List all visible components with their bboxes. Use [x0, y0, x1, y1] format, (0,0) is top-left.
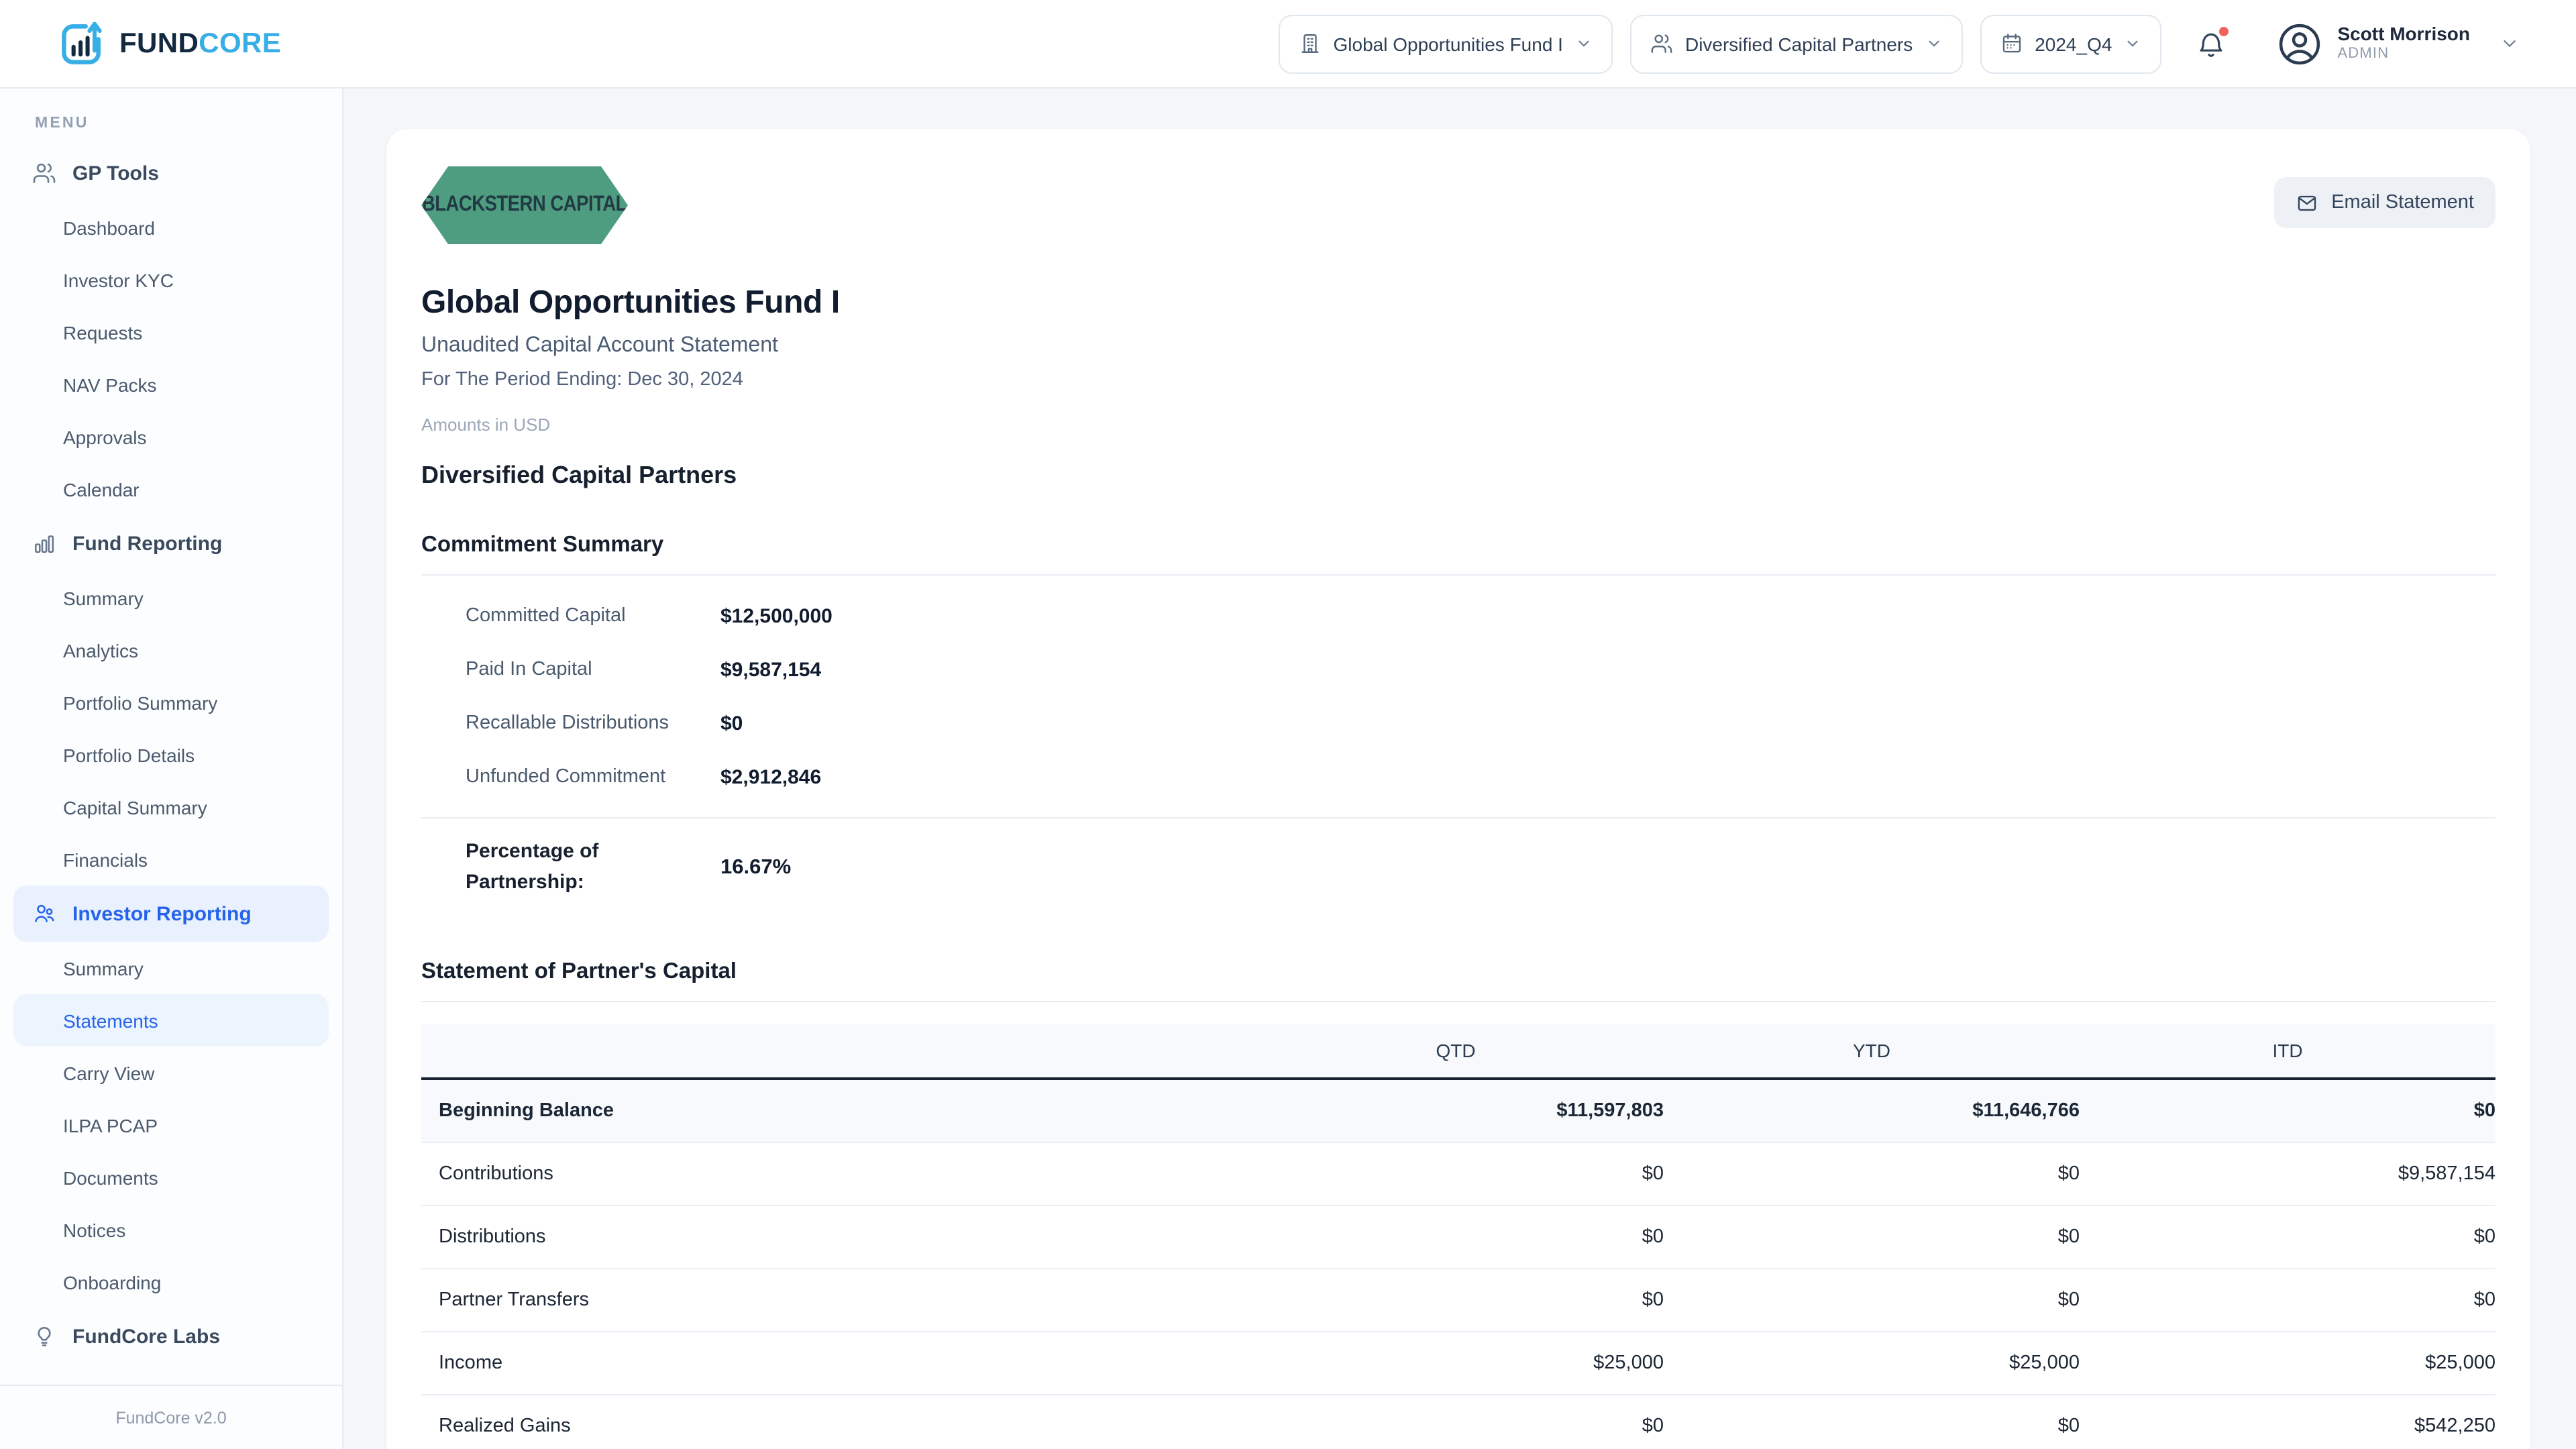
column-header-qtd: QTD	[1248, 1024, 1664, 1080]
top-controls: Global Opportunities Fund I Diversified …	[1278, 14, 2520, 73]
partner-selector[interactable]: Diversified Capital Partners	[1629, 14, 1963, 73]
sidebar-item-investor-kyc[interactable]: Investor KYC	[63, 269, 174, 290]
sidebar-item-requests[interactable]: Requests	[63, 321, 143, 343]
main-area: BLACKSTERN CAPITAL Email Statement Globa…	[343, 89, 2576, 1449]
notification-badge	[2218, 25, 2231, 37]
envelope-icon	[2295, 191, 2318, 214]
top-bar: FUNDCORE Global Opportunities Fund I	[0, 0, 2576, 89]
user-avatar-icon	[2275, 19, 2324, 68]
fundcore-wordmark: FUNDCORE	[119, 28, 282, 58]
percentage-label: Percentage of Partnership:	[466, 840, 599, 893]
period-ending: For The Period Ending: Dec 30, 2024	[421, 369, 743, 390]
sidebar-section-investor-reporting[interactable]: Investor Reporting	[13, 885, 329, 942]
sidebar-section-gp-tools[interactable]: GP Tools	[13, 145, 329, 201]
capital-statement-title: Statement of Partner's Capital	[421, 959, 737, 983]
table-row-partner-transfers: Partner Transfers $0 $0 $0	[421, 1269, 2496, 1332]
column-header-blank	[421, 1024, 1248, 1080]
users-2-icon	[32, 902, 56, 926]
user-meta: Scott Morrison ADMIN	[2337, 23, 2470, 65]
sidebar-item-analytics[interactable]: Analytics	[63, 639, 139, 661]
chevron-down-icon	[2124, 35, 2141, 52]
fundcore-logo-icon	[56, 18, 107, 69]
table-row-contributions: Contributions $0 $0 $9,587,154	[421, 1142, 2496, 1206]
sidebar-item-capital-summary[interactable]: Capital Summary	[63, 796, 207, 818]
email-statement-button[interactable]: Email Statement	[2273, 177, 2496, 228]
notifications-button[interactable]	[2196, 25, 2231, 58]
percentage-of-partnership-row: Percentage of Partnership: 16.67%	[421, 817, 2496, 916]
firm-logo: BLACKSTERN CAPITAL	[421, 166, 628, 244]
building-icon	[1299, 32, 1322, 55]
sidebar-item-onboarding[interactable]: Onboarding	[63, 1271, 162, 1293]
sidebar-section-label: GP Tools	[72, 162, 159, 184]
lightbulb-icon	[32, 1324, 56, 1348]
table-header-row: QTD YTD ITD	[421, 1024, 2496, 1080]
sidebar-item-portfolio-summary[interactable]: Portfolio Summary	[63, 692, 218, 713]
sidebar-item-calendar[interactable]: Calendar	[63, 478, 140, 500]
sidebar-footer: FundCore v2.0	[0, 1385, 342, 1449]
percentage-value: 16.67%	[720, 855, 792, 878]
commitment-row: Committed Capital $12,500,000	[466, 604, 833, 627]
sidebar-menu-label: MENU	[35, 115, 89, 131]
period-selector-label: 2024_Q4	[2035, 33, 2112, 54]
table-row-beginning-balance: Beginning Balance $11,597,803 $11,646,76…	[421, 1079, 2496, 1143]
sidebar-section-label: Fund Reporting	[72, 532, 223, 555]
sidebar-item-documents[interactable]: Documents	[63, 1167, 158, 1188]
sidebar-item-portfolio-details[interactable]: Portfolio Details	[63, 744, 195, 765]
calendar-icon	[2000, 32, 2023, 55]
page-shell: MENU GP Tools Dashboard Investor KYC Req…	[0, 89, 2576, 1449]
user-name: Scott Morrison	[2337, 22, 2470, 44]
period-selector[interactable]: 2024_Q4	[1980, 14, 2162, 73]
sidebar-item-approvals[interactable]: Approvals	[63, 426, 147, 447]
sidebar-item-summary-fund[interactable]: Summary	[63, 587, 144, 608]
statement-card: BLACKSTERN CAPITAL Email Statement Globa…	[386, 129, 2530, 1449]
firm-logo-text: BLACKSTERN CAPITAL	[422, 193, 627, 216]
sidebar-item-ilpa-pcap[interactable]: ILPA PCAP	[63, 1114, 158, 1136]
fund-selector[interactable]: Global Opportunities Fund I	[1278, 14, 1613, 73]
commitment-row: Recallable Distributions $0	[466, 712, 743, 735]
commitment-summary-title: Commitment Summary	[421, 533, 664, 557]
partner-selector-label: Diversified Capital Partners	[1684, 33, 1913, 54]
currency-note: Amounts in USD	[421, 415, 551, 435]
app-version: FundCore v2.0	[115, 1408, 227, 1427]
bar-chart-icon	[32, 531, 56, 555]
statement-card-header: BLACKSTERN CAPITAL Email Statement	[421, 166, 2496, 244]
commitment-summary-table: Committed Capital $12,500,000 Paid In Ca…	[421, 574, 2496, 804]
sidebar: MENU GP Tools Dashboard Investor KYC Req…	[0, 89, 343, 1449]
users-icon	[1650, 32, 1673, 55]
partner-name: Diversified Capital Partners	[421, 462, 737, 488]
commitment-row: Unfunded Commitment $2,912,846	[466, 765, 822, 788]
commitment-row: Paid In Capital $9,587,154	[466, 658, 822, 681]
table-row-income: Income $25,000 $25,000 $25,000	[421, 1332, 2496, 1395]
sidebar-item-summary-investor[interactable]: Summary	[63, 957, 144, 979]
sidebar-section-label: Investor Reporting	[72, 902, 252, 925]
chevron-down-icon	[2500, 34, 2520, 54]
sidebar-section-fundcore-labs[interactable]: FundCore Labs	[13, 1308, 329, 1364]
table-row-distributions: Distributions $0 $0 $0	[421, 1205, 2496, 1269]
chevron-down-icon	[1925, 35, 1942, 52]
column-header-ytd: YTD	[1664, 1024, 2080, 1080]
capital-statement-table: QTD YTD ITD Beginning Balance $11,597,80…	[421, 1024, 2496, 1449]
fundcore-logo: FUNDCORE	[56, 18, 281, 69]
sidebar-item-dashboard[interactable]: Dashboard	[63, 217, 155, 238]
user-menu[interactable]: Scott Morrison ADMIN	[2275, 19, 2520, 68]
table-row-realized-gains: Realized Gains $0 $0 $542,250	[421, 1395, 2496, 1449]
sidebar-section-label: FundCore Labs	[72, 1325, 221, 1348]
sidebar-item-statements[interactable]: Statements	[13, 994, 329, 1046]
fund-title: Global Opportunities Fund I	[421, 284, 840, 321]
sidebar-item-notices[interactable]: Notices	[63, 1219, 126, 1240]
divider	[421, 1001, 2496, 1002]
sidebar-section-fund-reporting[interactable]: Fund Reporting	[13, 515, 329, 572]
bell-icon	[2200, 32, 2222, 56]
user-role: ADMIN	[2337, 46, 2390, 62]
fund-selector-label: Global Opportunities Fund I	[1333, 33, 1563, 54]
sidebar-item-financials[interactable]: Financials	[63, 849, 148, 870]
users-icon	[32, 161, 56, 185]
sidebar-item-nav-packs[interactable]: NAV Packs	[63, 374, 157, 395]
chevron-down-icon	[1575, 35, 1593, 52]
column-header-itd: ITD	[2080, 1024, 2496, 1080]
sidebar-item-carry-view[interactable]: Carry View	[63, 1062, 155, 1083]
document-type: Unaudited Capital Account Statement	[421, 334, 778, 357]
